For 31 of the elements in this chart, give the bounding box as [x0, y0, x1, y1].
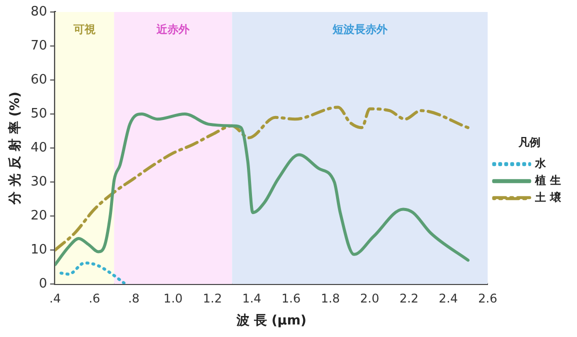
y-tick-label: 20: [30, 208, 48, 224]
legend-label: 土 壌: [534, 190, 562, 204]
band-label: 可視: [72, 22, 97, 36]
x-tick-label: 2.6: [478, 291, 498, 306]
x-tick-label: .6: [88, 291, 100, 306]
band-label: 近赤外: [156, 22, 191, 36]
y-tick-label: 70: [30, 38, 48, 54]
x-tick-label: 1.4: [242, 291, 262, 306]
y-tick-label: 10: [30, 242, 48, 258]
legend-label: 植 生: [534, 174, 562, 187]
y-tick-label: 0: [38, 276, 48, 292]
x-tick-label: 1.2: [202, 291, 222, 306]
x-tick-label: 2.2: [399, 291, 419, 306]
y-tick-label: 80: [30, 4, 48, 20]
x-tick-label: 2.0: [360, 291, 380, 306]
band-label: 短波長赤外: [331, 22, 388, 36]
y-tick-label: 30: [30, 174, 48, 190]
x-tick-label: 1.6: [282, 291, 301, 306]
line-series: [60, 261, 126, 284]
x-tick-label: 1.0: [164, 291, 183, 306]
y-tick-label: 60: [30, 72, 48, 88]
legend-title: 凡例: [517, 136, 540, 149]
y-tick-label: 50: [30, 106, 48, 122]
x-tick-label: 2.4: [438, 291, 458, 306]
x-tick-label: 1.8: [320, 291, 340, 306]
y-tick-label: 40: [30, 140, 48, 156]
y-axis-title: 分 光 反 射 率 (%): [7, 92, 24, 206]
x-axis-title: 波 長 (μm): [235, 314, 306, 329]
x-tick-label: .4: [49, 291, 61, 306]
x-tick-label: .8: [128, 291, 140, 306]
legend-label: 水: [534, 156, 548, 170]
